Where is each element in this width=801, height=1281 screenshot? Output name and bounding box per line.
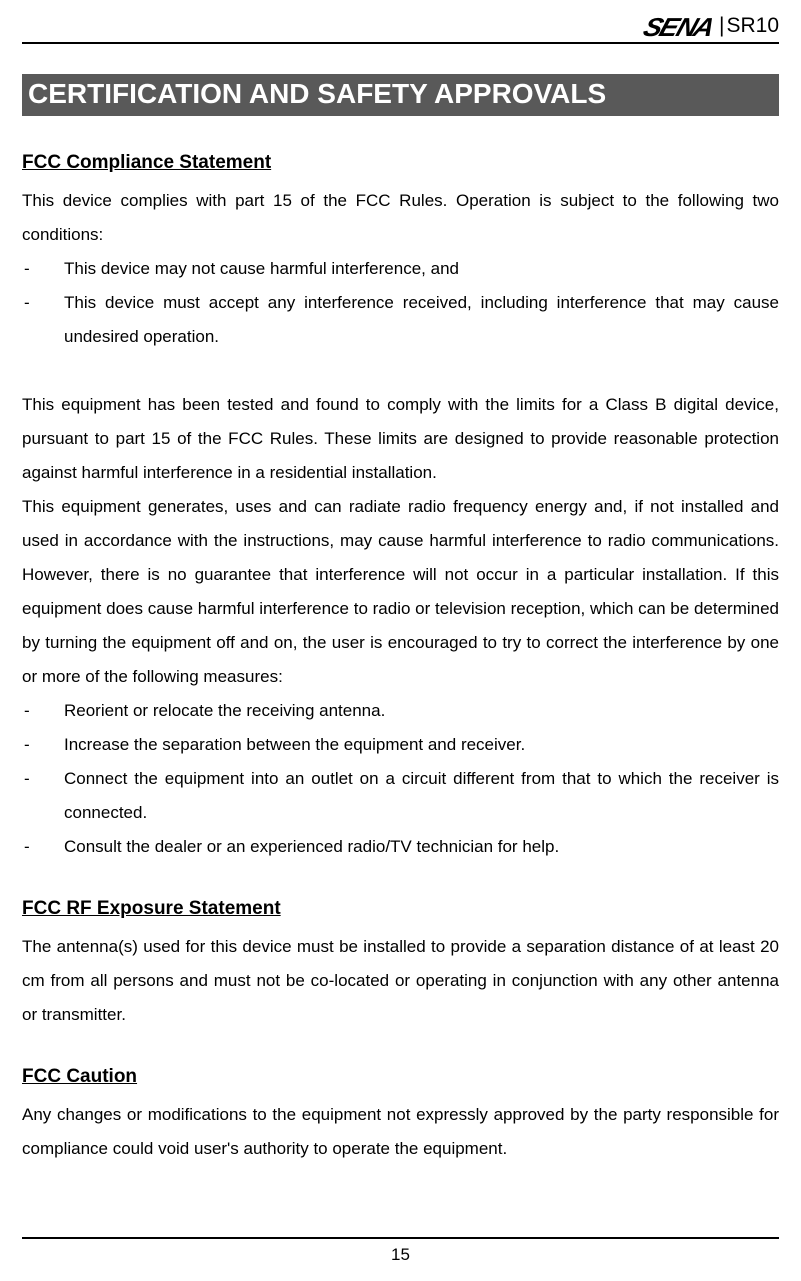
bullet-dash: - bbox=[22, 728, 64, 762]
header-separator: | bbox=[719, 14, 724, 38]
fcc-classb-para: This equipment has been tested and found… bbox=[22, 388, 779, 490]
subheading-fcc-compliance: FCC Compliance Statement bbox=[22, 152, 779, 174]
brand-logo: SENA bbox=[641, 14, 718, 40]
list-item: - Consult the dealer or an experienced r… bbox=[22, 830, 779, 864]
subheading-fcc-caution: FCC Caution bbox=[22, 1066, 779, 1088]
list-item-text: Consult the dealer or an experienced rad… bbox=[64, 830, 779, 864]
list-item-text: This device may not cause harmful interf… bbox=[64, 252, 779, 286]
fcc-interference-para: This equipment generates, uses and can r… bbox=[22, 490, 779, 694]
list-item: - Reorient or relocate the receiving ant… bbox=[22, 694, 779, 728]
rf-exposure-body: The antenna(s) used for this device must… bbox=[22, 930, 779, 1032]
page-header: SENA | SR10 bbox=[22, 14, 779, 44]
page-footer: 15 bbox=[22, 1237, 779, 1265]
fcc-compliance-intro: This device complies with part 15 of the… bbox=[22, 184, 779, 252]
bullet-dash: - bbox=[22, 286, 64, 354]
fcc-caution-body: Any changes or modifications to the equi… bbox=[22, 1098, 779, 1166]
list-item-text: Increase the separation between the equi… bbox=[64, 728, 779, 762]
fcc-measures-list: - Reorient or relocate the receiving ant… bbox=[22, 694, 779, 864]
section-title: CERTIFICATION AND SAFETY APPROVALS bbox=[22, 74, 779, 116]
list-item: - This device must accept any interferen… bbox=[22, 286, 779, 354]
bullet-dash: - bbox=[22, 252, 64, 286]
model-label: SR10 bbox=[726, 14, 779, 38]
page-number: 15 bbox=[22, 1245, 779, 1265]
bullet-dash: - bbox=[22, 830, 64, 864]
list-item-text: Connect the equipment into an outlet on … bbox=[64, 762, 779, 830]
list-item: - Increase the separation between the eq… bbox=[22, 728, 779, 762]
page: SENA | SR10 CERTIFICATION AND SAFETY APP… bbox=[0, 0, 801, 1281]
bullet-dash: - bbox=[22, 762, 64, 830]
bullet-dash: - bbox=[22, 694, 64, 728]
list-item: - This device may not cause harmful inte… bbox=[22, 252, 779, 286]
list-item: - Connect the equipment into an outlet o… bbox=[22, 762, 779, 830]
list-item-text: This device must accept any interference… bbox=[64, 286, 779, 354]
list-item-text: Reorient or relocate the receiving anten… bbox=[64, 694, 779, 728]
footer-rule bbox=[22, 1237, 779, 1239]
fcc-conditions-list: - This device may not cause harmful inte… bbox=[22, 252, 779, 354]
subheading-rf-exposure: FCC RF Exposure Statement bbox=[22, 898, 779, 920]
